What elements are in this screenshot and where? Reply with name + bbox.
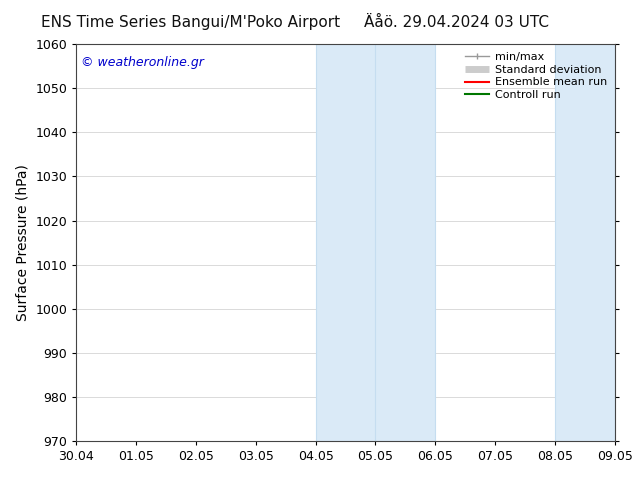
Bar [375,44,436,441]
Bar [555,44,615,441]
Text: © weatheronline.gr: © weatheronline.gr [81,56,204,69]
Bar [316,44,375,441]
Text: Äåö. 29.04.2024 03 UTC: Äåö. 29.04.2024 03 UTC [364,15,549,30]
Text: ENS Time Series Bangui/M'Poko Airport: ENS Time Series Bangui/M'Poko Airport [41,15,340,30]
Legend: min/max, Standard deviation, Ensemble mean run, Controll run: min/max, Standard deviation, Ensemble me… [463,49,609,102]
Bar [615,44,634,441]
Y-axis label: Surface Pressure (hPa): Surface Pressure (hPa) [16,164,30,321]
